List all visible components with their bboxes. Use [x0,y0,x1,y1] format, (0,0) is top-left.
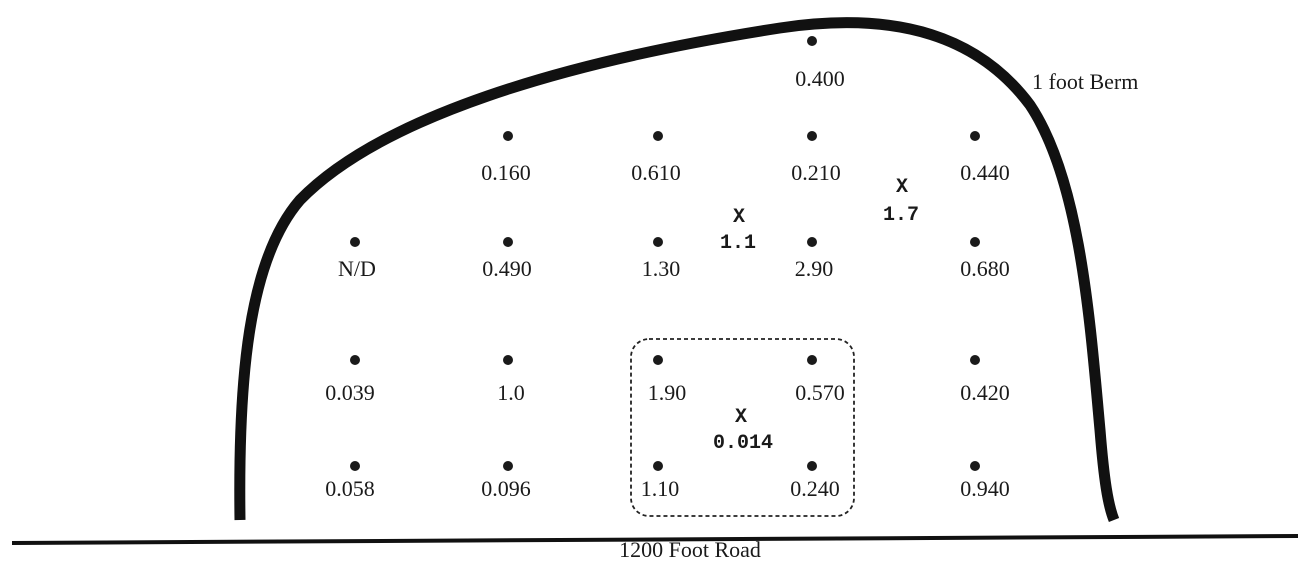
sample-value: 1.30 [642,256,681,281]
sample-point: 1.30 [642,237,681,281]
sample-value: 0.210 [791,160,841,185]
x-marker-value: 1.1 [720,232,756,255]
sample-value: 1.10 [641,476,680,501]
sample-dot [350,237,360,247]
sample-point: 0.490 [482,237,532,281]
sample-dot [350,461,360,471]
x-marker-value: 1.7 [883,204,919,227]
sample-dot [970,131,980,141]
sample-value: 0.240 [790,476,840,501]
sample-dot [503,355,513,365]
sample-dot [807,355,817,365]
sample-point: 0.420 [960,355,1010,405]
sample-value: 0.610 [631,160,681,185]
berm-outline [234,17,1120,523]
x-marker-symbol: X [733,206,745,229]
sample-value: 0.160 [481,160,531,185]
sample-value: 0.096 [481,476,531,501]
sample-point: 0.240 [790,461,840,501]
x-marker: X 1.7 [883,176,919,227]
sample-value: 0.570 [795,380,845,405]
x-marker-symbol: X [896,176,908,199]
sample-point: 0.210 [791,131,841,185]
sample-point: 0.058 [325,461,375,501]
sample-value: 0.420 [960,380,1010,405]
sample-point: 0.400 [795,36,845,91]
sample-dot [807,461,817,471]
sample-dot [503,461,513,471]
sample-dot [350,355,360,365]
sample-point: 0.440 [960,131,1010,185]
sample-value: 0.440 [960,160,1010,185]
sample-dot [653,461,663,471]
sample-point: 2.90 [795,237,834,281]
sample-point: 0.039 [325,355,375,405]
sample-point: 0.940 [960,461,1010,501]
sample-point: 0.570 [795,355,845,405]
sample-dot [807,131,817,141]
sample-value: 0.400 [795,66,845,91]
x-marker: X 1.1 [720,206,756,255]
sample-point: N/D [338,237,376,281]
sample-dot [970,461,980,471]
sample-dot [970,355,980,365]
sample-dot [970,237,980,247]
x-marker: X 0.014 [713,406,773,455]
sample-dot [503,237,513,247]
x-marker-symbol: X [735,406,747,429]
sample-dot [653,237,663,247]
sample-value: 0.940 [960,476,1010,501]
sample-point: 0.096 [481,461,531,501]
road-line [11,534,1299,545]
sample-value: 0.490 [482,256,532,281]
sample-value: N/D [338,256,376,281]
sample-dot [653,131,663,141]
sample-value: 1.0 [497,380,525,405]
sample-point: 1.10 [641,461,680,501]
road-label: 1200 Foot Road [619,537,761,562]
dashed-subarea-box [630,338,855,517]
berm-label: 1 foot Berm [1032,69,1138,94]
sample-value: 0.680 [960,256,1010,281]
sample-value: 2.90 [795,256,834,281]
sample-dot [503,131,513,141]
sample-point: 0.160 [481,131,531,185]
sample-dot [807,36,817,46]
x-marker-value: 0.014 [713,432,773,455]
sample-point: 1.90 [648,355,687,405]
sample-point: 0.610 [631,131,681,185]
sample-dot [807,237,817,247]
sample-point: 0.680 [960,237,1010,281]
sample-value: 0.039 [325,380,375,405]
sample-point: 1.0 [497,355,525,405]
sample-value: 1.90 [648,380,687,405]
sample-value: 0.058 [325,476,375,501]
sample-dot [653,355,663,365]
